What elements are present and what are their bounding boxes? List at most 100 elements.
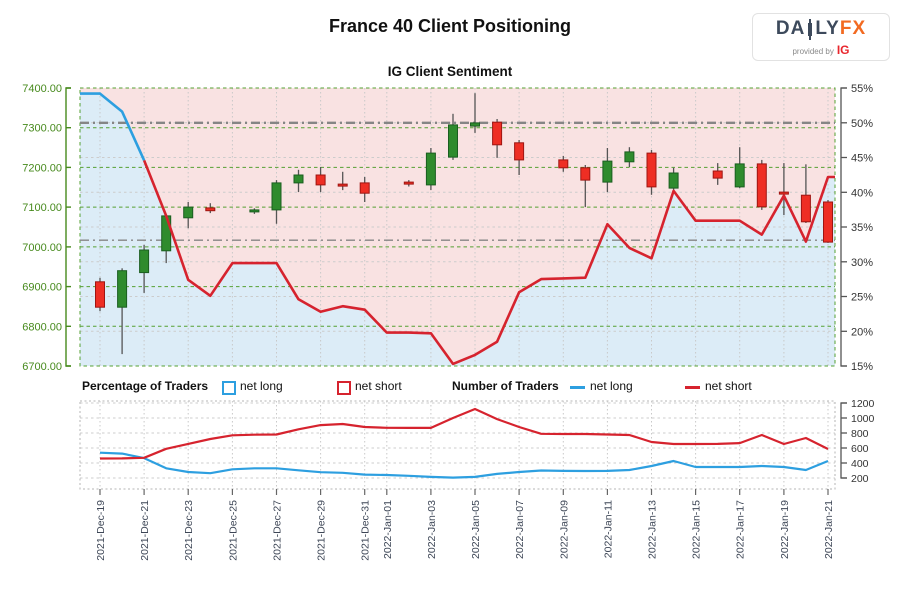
traders-net-short-line [99, 407, 829, 460]
percent-tick-label: 45% [851, 153, 873, 165]
bull-candle [271, 182, 282, 211]
price-axis-left: 7400.00 7300.00 7200.00 7100.00 7000.00 6900.… [22, 83, 71, 373]
date-tick-label: 2021-Dec-31 [360, 500, 372, 561]
bear-candle [646, 152, 657, 188]
net-long-line-swatch [570, 386, 585, 389]
candlestick-icon [808, 18, 813, 40]
percent-tick-label: 15% [851, 361, 873, 373]
bear-candle [492, 121, 503, 146]
date-tick-label: 2021-Dec-25 [227, 500, 239, 561]
date-tick-label: 2022-Jan-15 [691, 500, 703, 559]
main-plot-border [79, 87, 836, 367]
bear-candle [359, 182, 370, 194]
ig-logo: IG [836, 43, 850, 57]
bull-candle [249, 209, 260, 213]
bull-candle [117, 270, 128, 308]
reference-lines [80, 121, 835, 241]
chart-subtitle: IG Client Sentiment [387, 64, 513, 79]
count-axis-right: 1200 1000 800 600 400 200 [840, 398, 875, 485]
bull-candle [734, 163, 745, 188]
bear-candle [778, 191, 789, 195]
logo-text-fx: FX [839, 18, 867, 39]
legend-num-net-long: net long [590, 379, 633, 393]
percent-tick-label: 30% [851, 257, 873, 269]
percent-tick-label: 40% [851, 187, 873, 199]
date-tick-label: 2021-Dec-19 [95, 500, 107, 561]
percent-tick-label: 25% [851, 292, 873, 304]
bear-candle [800, 194, 811, 223]
legend-pct-net-short: net short [355, 379, 402, 393]
date-tick-label: 2021-Dec-29 [316, 500, 328, 561]
count-tick-label: 1200 [851, 398, 875, 410]
legend-pct-net-long: net long [240, 379, 283, 393]
price-tick-label: 6700.00 [22, 361, 62, 373]
legend-number-of-traders: Number of Traders [452, 379, 559, 393]
bull-candle [425, 152, 436, 186]
bear-candle [315, 174, 326, 186]
bear-candle [403, 181, 414, 185]
sentiment-fills [80, 88, 835, 366]
dailyfx-logo: DA LY FX provided by IG [752, 13, 890, 61]
percent-tick-label: 20% [851, 326, 873, 338]
bear-candle [823, 201, 833, 243]
net-short-pct-line [142, 159, 835, 366]
percent-tick-label: 50% [851, 118, 873, 130]
bear-candle [95, 281, 105, 308]
bull-candle [183, 206, 194, 219]
date-tick-label: 2022-Jan-21 [823, 500, 835, 559]
net-short-line-swatch [685, 386, 700, 389]
provided-by-ig: provided by IG [759, 43, 883, 57]
count-tick-label: 200 [851, 473, 869, 485]
bull-candle [624, 151, 635, 163]
date-tick-label: 2022-Jan-03 [426, 500, 438, 559]
price-tick-label: 6900.00 [22, 282, 62, 294]
count-tick-label: 1000 [851, 413, 875, 425]
date-tick-label: 2021-Dec-27 [272, 500, 284, 561]
logo-text-da: DA [775, 18, 806, 39]
price-tick-label: 6800.00 [22, 321, 62, 333]
dailyfx-wordmark: DA LY FX [759, 16, 883, 42]
percent-tick-label: 35% [851, 222, 873, 234]
count-tick-label: 800 [851, 428, 869, 440]
bull-candle [668, 172, 679, 189]
net-long-majority-fill [80, 93, 835, 366]
count-tick-label: 400 [851, 458, 869, 470]
bear-candle [205, 207, 216, 212]
price-tick-label: 7100.00 [22, 202, 62, 214]
date-tick-label: 2022-Jan-17 [735, 500, 747, 559]
date-tick-label: 2022-Jan-07 [514, 500, 526, 559]
date-tick-label: 2022-Jan-05 [470, 500, 482, 559]
date-tick-label: 2022-Jan-09 [558, 500, 570, 559]
bear-candle [712, 170, 723, 179]
legend-percentage-of-traders: Percentage of Traders [82, 379, 209, 393]
main-gridlines [79, 87, 836, 367]
price-tick-label: 7200.00 [22, 162, 62, 174]
percent-axis-right: 55% 50% 45% 40% 35% 30% 25% 20% 15% [840, 83, 873, 373]
bottom-plot-border [79, 400, 836, 490]
net-short-majority-fill [80, 88, 835, 364]
date-tick-label: 2022-Jan-11 [602, 500, 614, 558]
date-tick-label: 2021-Dec-21 [139, 500, 151, 561]
bull-candle [139, 249, 150, 274]
date-tick-label: 2022-Jan-19 [779, 500, 791, 559]
bull-candle [293, 174, 304, 184]
logo-text-ly: LY [815, 18, 840, 39]
bear-candle [558, 159, 569, 169]
sentiment-percentage-line [80, 92, 835, 366]
price-tick-label: 7400.00 [22, 83, 62, 95]
bear-candle [514, 142, 525, 161]
traders-net-long-line [99, 451, 829, 479]
provided-by-text: provided by [792, 47, 834, 56]
net-long-pct-line [80, 92, 146, 161]
date-tick-label: 2022-Jan-01 [382, 500, 394, 559]
date-tick-label: 2022-Jan-13 [647, 500, 659, 559]
bull-candle [448, 124, 458, 158]
percent-tick-label: 55% [851, 83, 873, 95]
number-of-traders-chart [79, 400, 836, 490]
bear-candle [756, 163, 767, 208]
net-short-box-swatch [337, 381, 351, 395]
candlesticks [95, 93, 833, 355]
price-tick-label: 7300.00 [22, 123, 62, 135]
bear-candle [580, 167, 591, 181]
